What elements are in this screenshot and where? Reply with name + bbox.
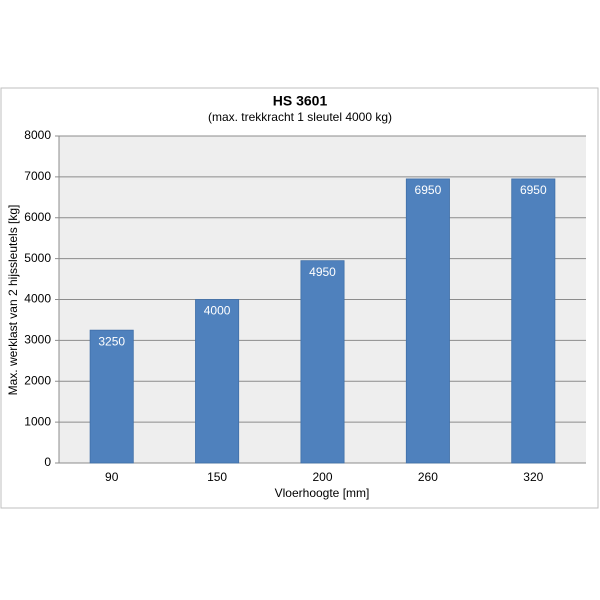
y-axis-label: Max. werklast van 2 hijssleutels [kg] — [6, 205, 20, 396]
y-tick-label: 7000 — [24, 169, 51, 183]
chart-subtitle: (max. trekkracht 1 sleutel 4000 kg) — [208, 110, 392, 124]
y-tick-label: 5000 — [24, 251, 51, 265]
y-tick-label: 0 — [44, 455, 51, 469]
y-tick-label: 3000 — [24, 333, 51, 347]
bar — [511, 178, 556, 464]
x-axis-label: Vloerhoogte [mm] — [275, 486, 370, 500]
x-tick-label: 90 — [105, 470, 119, 484]
data-label: 3250 — [98, 334, 125, 348]
y-tick-label: 8000 — [24, 128, 51, 142]
y-tick-label: 1000 — [24, 414, 51, 428]
data-label: 4000 — [204, 304, 231, 318]
x-tick-label: 260 — [418, 470, 438, 484]
bar — [405, 178, 450, 464]
data-label: 6950 — [520, 183, 547, 197]
x-tick-label: 150 — [207, 470, 227, 484]
x-tick-label: 200 — [312, 470, 332, 484]
data-label: 4950 — [309, 265, 336, 279]
x-tick-label: 320 — [523, 470, 543, 484]
chart-title: HS 3601 — [273, 93, 328, 109]
bar — [89, 329, 134, 464]
bar — [195, 299, 240, 464]
y-tick-label: 6000 — [24, 210, 51, 224]
bar — [300, 260, 345, 464]
y-tick-label: 2000 — [24, 373, 51, 387]
data-label: 6950 — [415, 183, 442, 197]
y-tick-label: 4000 — [24, 292, 51, 306]
